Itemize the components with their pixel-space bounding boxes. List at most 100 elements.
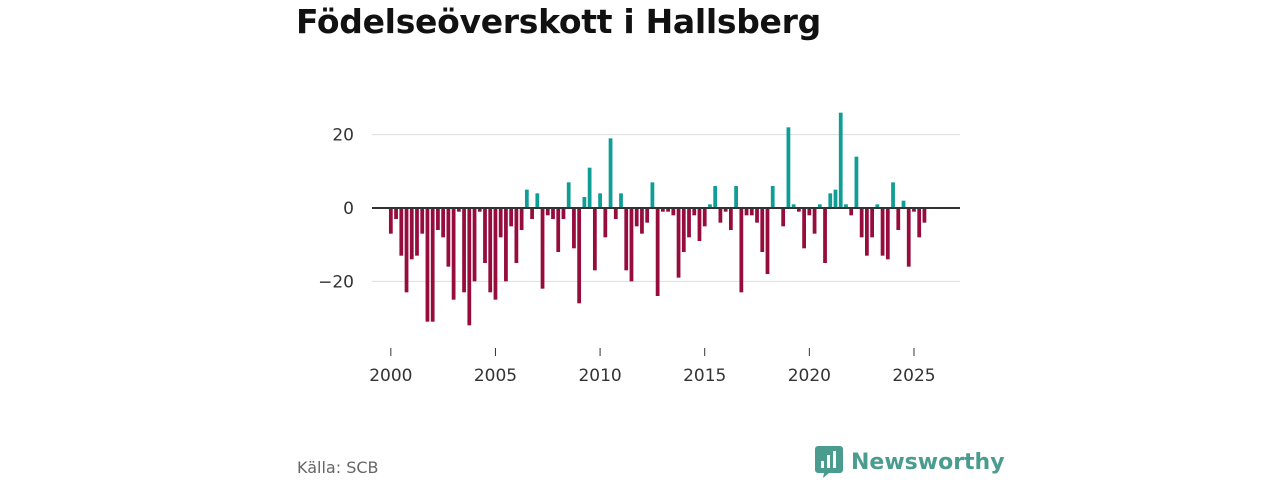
bar: [456, 208, 461, 212]
bar: [634, 208, 639, 227]
bar: [519, 208, 524, 230]
bar: [734, 186, 738, 208]
bar: [833, 189, 838, 208]
x-tick-label: 2005: [474, 366, 517, 386]
bars: [388, 112, 927, 326]
bar: [676, 208, 681, 278]
bar: [577, 208, 582, 304]
bar: [823, 208, 827, 263]
bar: [640, 208, 644, 234]
bar: [650, 182, 655, 208]
bar: [760, 208, 765, 252]
y-tick-label: −20: [318, 272, 354, 292]
bar: [765, 208, 770, 274]
bar: [666, 208, 670, 212]
bar: [917, 208, 922, 238]
bar: [891, 182, 895, 208]
x-tick-label: 2020: [788, 366, 831, 386]
bar: [608, 138, 613, 208]
bar: [446, 208, 451, 267]
bar: [817, 204, 822, 208]
bar: [399, 208, 404, 256]
bar: [493, 208, 498, 300]
bar: [404, 208, 409, 293]
x-tick-label: 2000: [369, 366, 412, 386]
bar: [592, 208, 597, 271]
bar: [880, 208, 885, 256]
bar: [603, 208, 608, 238]
bar: [844, 204, 848, 208]
bar: [702, 208, 707, 227]
bar: [870, 208, 874, 238]
bar: [540, 208, 545, 289]
bar: [504, 208, 508, 282]
newsworthy-logo-icon: [815, 446, 843, 478]
bar: [708, 204, 712, 208]
bar: [619, 193, 623, 208]
bar: [875, 204, 880, 208]
bar: [922, 208, 927, 223]
bar: [467, 208, 472, 326]
bar: [530, 208, 534, 219]
bar: [660, 208, 665, 212]
bar: [582, 197, 587, 208]
bar: [807, 208, 812, 216]
bar: [420, 208, 425, 234]
bar: [629, 208, 634, 282]
bar: [739, 208, 744, 293]
bar: [854, 156, 859, 208]
bar: [477, 208, 482, 212]
bar: [655, 208, 660, 296]
bar: [572, 208, 576, 249]
bar: [441, 208, 446, 238]
bar: [838, 112, 843, 208]
bar: [755, 208, 759, 223]
bar: [681, 208, 686, 252]
bar: [697, 208, 702, 241]
bar: [885, 208, 890, 260]
x-tick-label: 2025: [892, 366, 935, 386]
bar: [545, 208, 550, 216]
y-tick-label: 0: [343, 199, 354, 219]
x-tick-label: 2010: [578, 366, 621, 386]
brand-name: Newsworthy: [851, 449, 1005, 475]
bar: [451, 208, 456, 300]
bar: [896, 208, 901, 230]
bar: [718, 208, 723, 223]
bar: [770, 186, 775, 208]
bar: [901, 200, 906, 208]
bar: [744, 208, 749, 216]
bar: [613, 208, 618, 219]
x-tick-label: 2015: [683, 366, 726, 386]
bar: [566, 182, 571, 208]
bar: [645, 208, 650, 223]
bar: [524, 189, 529, 208]
bar: [551, 208, 555, 219]
bar: [488, 208, 493, 293]
chart-title: Födelseöverskott i Hallsberg: [296, 2, 821, 41]
bar: [535, 193, 540, 208]
bar: [394, 208, 398, 219]
bar: [436, 208, 440, 230]
bar: [786, 127, 791, 208]
bar: [409, 208, 414, 260]
brand[interactable]: Newsworthy: [815, 446, 1005, 478]
bar: [749, 208, 754, 216]
bar: [587, 167, 592, 208]
bar: [812, 208, 817, 234]
bar: [912, 208, 916, 212]
axes: −20 0 20 2000 2005 2010 2015 2020 2025: [318, 126, 960, 386]
source-label: Källa: SCB: [297, 458, 379, 477]
bar: [849, 208, 854, 216]
bar: [859, 208, 864, 238]
bar: [388, 208, 393, 234]
bar: [425, 208, 430, 322]
bar: [671, 208, 676, 216]
bar: [415, 208, 419, 256]
bar: [723, 208, 728, 212]
bar: [514, 208, 519, 263]
bar: [802, 208, 806, 249]
bar: [791, 204, 796, 208]
bar: [462, 208, 466, 293]
